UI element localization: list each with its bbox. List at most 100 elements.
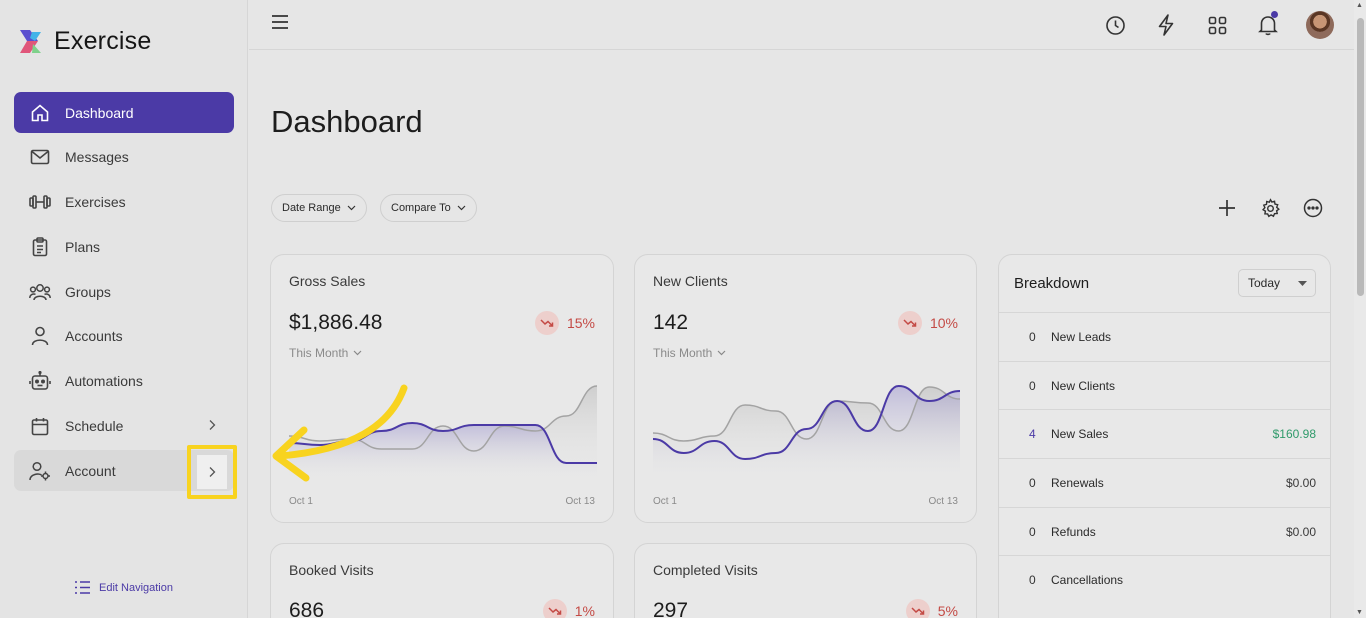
breakdown-amount: $0.00 [1285,475,1316,490]
trend-down-icon [534,311,559,335]
period-dropdown[interactable]: This Month [653,346,726,360]
sidebar-item-messages[interactable]: Messages [14,137,234,178]
sidebar-item-groups[interactable]: Groups [14,271,234,312]
sidebar-item-accounts[interactable]: Accounts [14,316,234,357]
breakdown-range-select[interactable]: Today [1238,269,1316,297]
change-value: 5% [937,603,958,618]
calendar-icon [29,415,51,437]
gear-icon [1261,197,1280,217]
hamburger-menu-button[interactable] [271,14,289,35]
pointer-arrow-icon [272,384,408,482]
trend-down-icon [542,599,567,618]
clipboard-icon [29,236,51,258]
breakdown-row-new-leads[interactable]: 0 New Leads [999,312,1330,361]
card-value: 297 [653,599,689,618]
edit-navigation-link[interactable]: Edit Navigation [74,580,173,595]
period-label: This Month [653,346,713,360]
new-clients-chart [652,384,961,481]
chevron-down-icon [347,205,356,211]
compare-to-label: Compare To [391,202,451,214]
breakdown-row-new-clients[interactable]: 0 New Clients [999,360,1330,410]
breakdown-row-cancellations[interactable]: 0 Cancellations [999,555,1330,604]
trend-down-icon [905,599,930,618]
scroll-thumb[interactable] [1357,18,1364,296]
sidebar-item-label: Schedule [65,418,124,435]
change-value: 1% [574,603,595,618]
change-badge: 5% [905,599,958,618]
breakdown-count: 4 [1029,427,1036,442]
card-title: Booked Visits [289,562,374,578]
sidebar-item-label: Messages [65,149,129,166]
breakdown-label: Cancellations [1051,573,1124,588]
x-label-end: Oct 13 [565,496,595,507]
previous-period-line [288,385,598,452]
sidebar-item-label: Accounts [65,328,123,345]
change-badge: 15% [534,311,595,335]
scroll-down-icon[interactable]: ▼ [1356,609,1363,616]
app-name: Exercise [54,27,152,55]
more-options-button[interactable] [1301,196,1325,220]
breakdown-range-value: Today [1248,276,1281,290]
current-period-line [652,384,961,461]
list-icon [75,581,90,594]
breakdown-count: 0 [1029,475,1036,490]
scrollbar[interactable]: ▲ ▼ [1354,0,1366,618]
booked-visits-card[interactable]: Booked Visits 686 1% [270,543,614,618]
history-button[interactable] [1102,10,1128,40]
sidebar-item-plans[interactable]: Plans [14,226,234,267]
brand[interactable]: Exercise [17,27,151,56]
new-clients-card[interactable]: New Clients 142 10% This Month Oct 1 Oct… [634,254,977,523]
dashboard-settings-button[interactable] [1258,196,1282,220]
period-dropdown[interactable]: This Month [289,346,362,360]
gross-sales-chart [288,385,598,481]
sidebar-item-dashboard[interactable]: Dashboard [14,92,234,133]
sidebar-item-automations[interactable]: Automations [14,361,234,402]
breakdown-label: New Leads [1051,329,1112,344]
hamburger-icon [272,15,288,29]
breakdown-row-new-sales[interactable]: 4 New Sales $160.98 [999,409,1330,458]
dumbbell-icon [29,191,51,213]
highlight-frame [187,445,237,499]
notification-dot [1271,11,1278,18]
home-icon [29,102,51,124]
change-badge: 10% [897,311,958,335]
sidebar-item-label: Exercises [65,194,126,211]
sidebar-item-schedule[interactable]: Schedule [14,406,234,447]
account-submenu-button[interactable] [197,455,227,489]
card-value: $1,886.48 [289,311,383,334]
scroll-up-icon[interactable]: ▲ [1356,2,1363,9]
lightning-icon [1158,14,1174,36]
page-title: Dashboard [271,104,423,139]
chevron-right-icon[interactable] [208,418,216,434]
sidebar-item-exercises[interactable]: Exercises [14,182,234,223]
completed-visits-card[interactable]: Completed Visits 297 5% [634,543,977,618]
change-value: 15% [566,315,595,331]
avatar[interactable] [1306,11,1334,39]
breakdown-card: Breakdown Today 0 New Leads 0 New Client… [998,254,1331,618]
trend-down-icon [897,311,922,335]
notifications-button[interactable] [1255,10,1281,40]
sidebar-item-label: Groups [65,283,111,300]
apps-button[interactable] [1204,10,1230,40]
chevron-down-icon [457,205,466,211]
chevron-down-icon [353,350,362,356]
compare-to-dropdown[interactable]: Compare To [380,194,477,222]
card-title: Completed Visits [653,562,758,578]
card-title: New Clients [653,273,728,289]
x-label-end: Oct 13 [928,496,958,507]
breakdown-row-refunds[interactable]: 0 Refunds $0.00 [999,506,1330,556]
card-title: Gross Sales [289,273,366,289]
top-bar [249,0,1354,50]
add-widget-button[interactable] [1215,196,1239,220]
mail-icon [29,146,51,168]
change-value: 10% [929,315,958,331]
quick-actions-button[interactable] [1153,10,1179,40]
gross-sales-card[interactable]: Gross Sales $1,886.48 15% This Month Oct… [270,254,614,523]
period-label: This Month [289,346,349,360]
current-period-area [289,423,597,481]
breakdown-amount: $0.00 [1285,524,1316,539]
date-range-dropdown[interactable]: Date Range [271,194,367,222]
user-icon [29,325,51,347]
x-label-start: Oct 1 [289,496,313,507]
breakdown-row-renewals[interactable]: 0 Renewals $0.00 [999,458,1330,507]
